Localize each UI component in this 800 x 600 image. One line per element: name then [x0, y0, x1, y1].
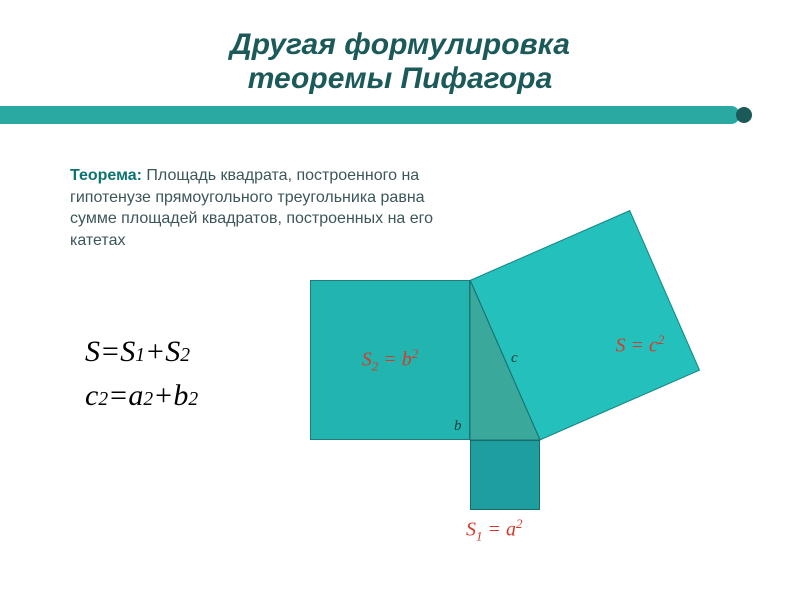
- right-triangle: [300, 220, 780, 600]
- title-line-1: Другая формулировка: [0, 28, 800, 62]
- theorem-label: Теорема:: [70, 167, 142, 184]
- slide-title: Другая формулировка теоремы Пифагора: [0, 0, 800, 96]
- square-a: [470, 440, 540, 510]
- formulas: S = S1 + S2 c2 = a2 + b2: [85, 335, 198, 423]
- title-line-2: теоремы Пифагора: [0, 62, 800, 96]
- title-underline: [0, 106, 740, 124]
- square-a-label: S1 = a2: [466, 516, 523, 545]
- formula-sum-areas: S = S1 + S2: [85, 335, 198, 369]
- formula-pythagoras: c2 = a2 + b2: [85, 379, 198, 413]
- pythagoras-diagram: S2 = b2S = c2bacS1 = a2: [300, 220, 780, 590]
